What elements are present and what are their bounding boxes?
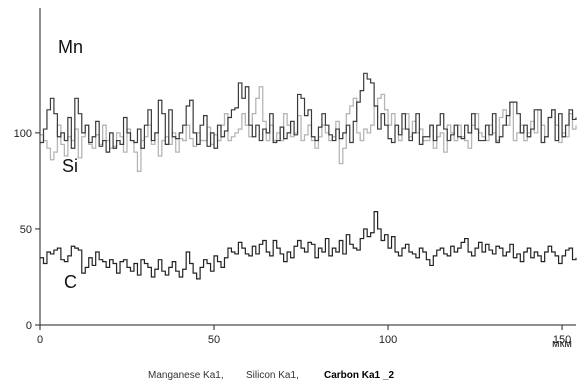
series-line-mn — [40, 72, 577, 153]
x-tick-label-3: 150 — [553, 334, 571, 346]
y-tick-label-2: 100 — [14, 128, 32, 140]
series-line-c — [40, 211, 577, 280]
axes-group — [39, 8, 576, 326]
series-line-si — [40, 86, 577, 172]
y-tick-label-0: 0 — [26, 320, 32, 332]
x-tick-label-0: 0 — [37, 334, 43, 346]
legend-manganese: Manganese Ka1, — [148, 370, 224, 381]
labels-group: мкм Mn Si C Manganese Ka1, Silicon Ka1, … — [58, 37, 572, 381]
legend-carbon: Carbon Ka1 _2 — [324, 370, 394, 381]
ticks-group: 0 50 100 150 0 50 100 — [14, 128, 572, 346]
y-tick-label-1: 50 — [20, 224, 32, 236]
series-group — [40, 72, 577, 280]
x-tick-label-1: 50 — [208, 334, 220, 346]
series-label-c: C — [64, 272, 77, 292]
series-label-mn: Mn — [58, 37, 83, 57]
series-label-si: Si — [62, 156, 78, 176]
x-axis-unit-label: мкм — [552, 338, 572, 350]
x-tick-label-2: 100 — [379, 334, 397, 346]
legend-silicon: Silicon Ka1, — [246, 370, 299, 381]
